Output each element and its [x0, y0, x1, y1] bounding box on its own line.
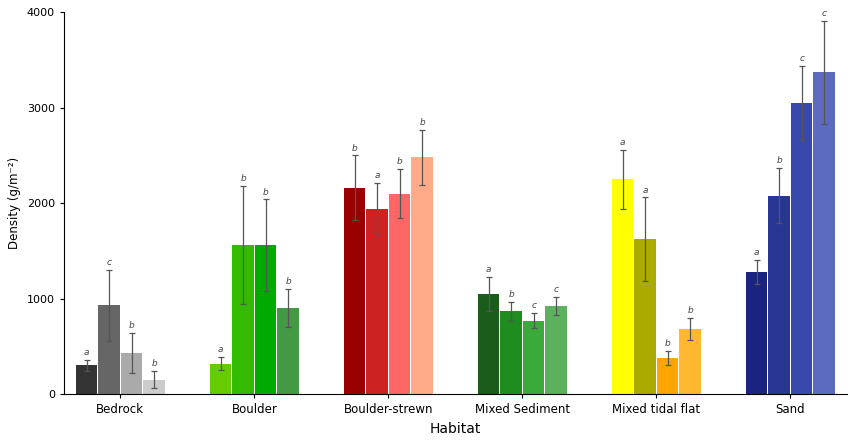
Bar	[121, 353, 142, 394]
Y-axis label: Density (g/m⁻²): Density (g/m⁻²)	[9, 157, 21, 249]
Text: c: c	[822, 9, 827, 18]
Text: c: c	[107, 258, 111, 267]
Bar	[657, 358, 678, 394]
Text: b: b	[664, 339, 670, 348]
X-axis label: Habitat: Habitat	[430, 422, 481, 436]
Bar	[680, 329, 701, 394]
Text: a: a	[218, 345, 223, 354]
Bar	[144, 380, 165, 394]
Text: b: b	[286, 277, 291, 286]
Text: a: a	[754, 248, 759, 257]
Text: b: b	[508, 289, 514, 299]
Text: b: b	[419, 118, 425, 127]
Bar	[367, 209, 388, 394]
Text: a: a	[642, 186, 648, 194]
Bar	[500, 311, 522, 394]
Text: b: b	[240, 174, 246, 183]
Bar	[344, 188, 365, 394]
Bar	[813, 72, 834, 394]
Bar	[209, 364, 232, 394]
Bar	[523, 321, 545, 394]
Bar	[233, 245, 254, 394]
Bar	[634, 239, 656, 394]
Bar	[98, 305, 120, 394]
Bar	[612, 179, 634, 394]
Bar	[255, 245, 276, 394]
Text: a: a	[486, 266, 492, 274]
Text: b: b	[129, 321, 134, 330]
Text: b: b	[351, 143, 357, 153]
Bar	[411, 158, 433, 394]
Text: a: a	[620, 138, 625, 147]
Text: b: b	[687, 306, 693, 315]
Bar	[746, 272, 767, 394]
Bar	[769, 195, 790, 394]
Bar	[478, 294, 499, 394]
Text: a: a	[84, 349, 89, 357]
Text: b: b	[151, 359, 157, 369]
Text: c: c	[554, 285, 558, 294]
Text: b: b	[262, 187, 268, 197]
Text: b: b	[397, 157, 403, 166]
Text: c: c	[531, 301, 536, 310]
Text: c: c	[799, 54, 805, 63]
Text: a: a	[374, 171, 380, 180]
Bar	[791, 103, 812, 394]
Bar	[76, 365, 97, 394]
Bar	[277, 308, 299, 394]
Text: b: b	[776, 156, 782, 165]
Bar	[545, 306, 567, 394]
Bar	[389, 194, 410, 394]
